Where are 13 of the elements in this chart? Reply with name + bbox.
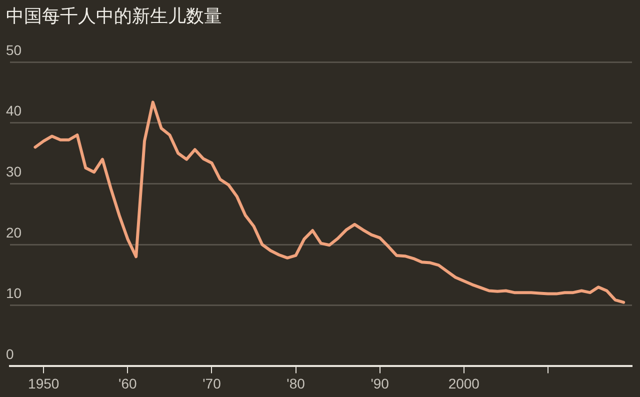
y-tick-label: 30 <box>6 164 22 180</box>
y-tick-label: 20 <box>6 224 22 240</box>
x-tick-label: 2000 <box>448 375 480 392</box>
y-tick-label: 0 <box>6 346 14 362</box>
x-tick-label: 1950 <box>28 375 60 392</box>
chart-title: 中国每千人中的新生儿数量 <box>6 5 222 28</box>
y-tick-label: 40 <box>6 102 22 119</box>
y-tick-label: 50 <box>6 42 22 58</box>
y-tick-label: 10 <box>6 285 22 302</box>
x-tick-label: '80 <box>286 375 306 392</box>
x-tick-label: '60 <box>118 375 138 392</box>
x-tick-label: '70 <box>202 375 222 392</box>
x-tick-label: '90 <box>370 375 390 392</box>
